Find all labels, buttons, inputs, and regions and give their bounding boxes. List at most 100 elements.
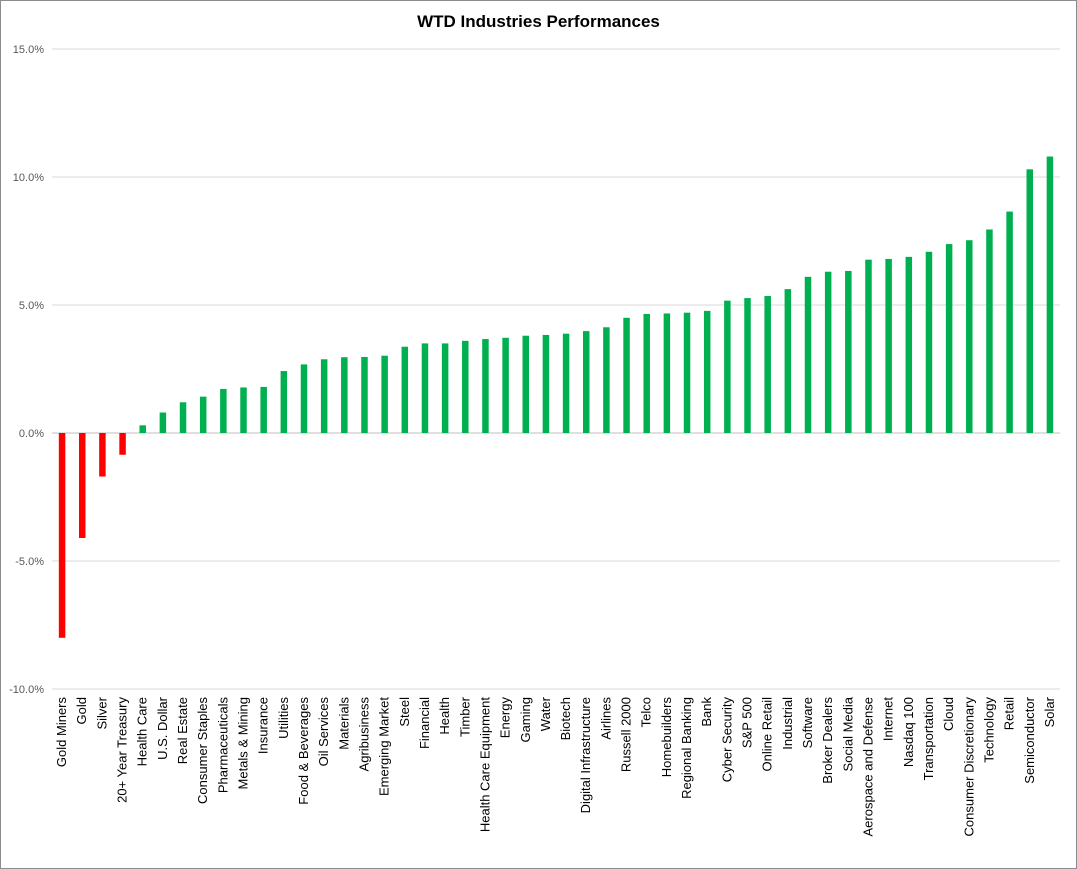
- category-label: Nasdaq 100: [901, 697, 916, 767]
- category-label: Emerging Market: [377, 697, 392, 796]
- bar: [582, 331, 590, 433]
- bar: [945, 244, 953, 433]
- bar: [703, 310, 711, 433]
- category-label: Insurance: [256, 697, 271, 754]
- category-label: Digital Infrastructure: [578, 697, 593, 813]
- category-label: Homebuilders: [659, 697, 674, 778]
- y-tick-label: 10.0%: [13, 172, 44, 184]
- category-label: Transportation: [921, 697, 936, 780]
- bar: [603, 327, 610, 433]
- bar: [1026, 169, 1034, 433]
- category-label: Software: [800, 697, 815, 748]
- bar: [986, 229, 993, 433]
- bar: [744, 298, 751, 433]
- y-tick-label: -5.0%: [15, 556, 44, 568]
- bar: [179, 402, 187, 433]
- bar: [562, 333, 570, 433]
- category-label: Airlines: [598, 697, 613, 740]
- category-label: Food & Beverages: [296, 697, 311, 805]
- bar: [441, 343, 449, 433]
- bar: [643, 313, 650, 433]
- bar: [220, 388, 227, 433]
- bar: [119, 433, 126, 455]
- bar: [361, 356, 368, 433]
- category-label: Utilities: [276, 697, 291, 739]
- category-label: Silver: [94, 696, 109, 729]
- bar: [99, 433, 106, 477]
- category-label: Gold: [74, 697, 89, 724]
- category-label: Financial: [417, 697, 432, 749]
- bar: [885, 258, 892, 433]
- category-label: Gold Miners: [54, 697, 69, 768]
- bar: [1046, 156, 1054, 433]
- category-label: Technology: [981, 697, 996, 763]
- bar: [341, 357, 348, 433]
- category-label: Pharmaceuticals: [215, 697, 230, 794]
- category-label: Industrial: [780, 697, 795, 750]
- y-tick-label: -10.0%: [9, 684, 44, 696]
- bar: [78, 433, 86, 538]
- bar: [1006, 211, 1013, 433]
- category-label: Consumer Discretionary: [961, 697, 976, 837]
- bar: [199, 396, 207, 433]
- bar: [482, 339, 489, 433]
- bar: [300, 364, 308, 433]
- category-label: Health: [437, 697, 452, 735]
- bar: [401, 346, 409, 433]
- bar: [865, 259, 872, 433]
- bar: [663, 313, 671, 433]
- y-tick-label: 15.0%: [13, 44, 44, 56]
- bar: [724, 300, 731, 433]
- category-label: Metals & Mining: [236, 697, 251, 789]
- bar: [240, 387, 247, 433]
- bar: [320, 359, 328, 433]
- category-label: Health Care Equipment: [477, 697, 492, 833]
- category-label: Health Care: [135, 697, 150, 766]
- category-label: Telco: [639, 697, 654, 727]
- category-label: Real Estate: [175, 697, 190, 764]
- y-tick-label: 5.0%: [19, 300, 44, 312]
- category-label: Water: [538, 696, 553, 731]
- bar: [623, 317, 630, 433]
- bar: [845, 270, 852, 433]
- category-label: Solar: [1042, 696, 1057, 727]
- category-label: Semiconductor: [1022, 696, 1037, 783]
- bar: [824, 271, 832, 433]
- category-label: U.S. Dollar: [155, 696, 170, 760]
- bar: [381, 355, 388, 433]
- bar: [502, 337, 509, 433]
- y-tick-label: 0.0%: [19, 428, 44, 440]
- category-label: Russell 2000: [619, 697, 634, 772]
- bar: [764, 296, 771, 433]
- bar: [905, 256, 913, 433]
- category-label: Materials: [336, 697, 351, 750]
- category-label: Cyber Security: [719, 697, 734, 783]
- bar: [159, 412, 167, 433]
- bar: [280, 371, 288, 433]
- category-label: Internet: [881, 697, 896, 741]
- bar: [542, 334, 550, 433]
- category-label: Social Media: [840, 696, 855, 771]
- category-label: Retail: [1002, 697, 1017, 730]
- bar: [784, 289, 792, 433]
- category-label: Bank: [699, 697, 714, 727]
- bar: [683, 312, 691, 433]
- category-label: Oil Services: [316, 697, 331, 767]
- category-label: Timber: [457, 696, 472, 737]
- bar: [966, 240, 973, 433]
- bar: [260, 386, 267, 433]
- category-label: Energy: [498, 697, 513, 739]
- category-label: Agribusiness: [356, 697, 371, 772]
- category-label: 20+ Year Treasury: [115, 697, 130, 803]
- bar: [58, 433, 66, 638]
- category-label: Aerospace and Defense: [860, 697, 875, 836]
- chart-title: WTD Industries Performances: [417, 12, 660, 31]
- category-label: Consumer Staples: [195, 697, 210, 804]
- category-label: Cloud: [941, 697, 956, 731]
- category-label: Steel: [397, 697, 412, 727]
- category-label: S&P 500: [740, 697, 755, 748]
- bar: [462, 340, 469, 433]
- category-label: Gaming: [518, 697, 533, 743]
